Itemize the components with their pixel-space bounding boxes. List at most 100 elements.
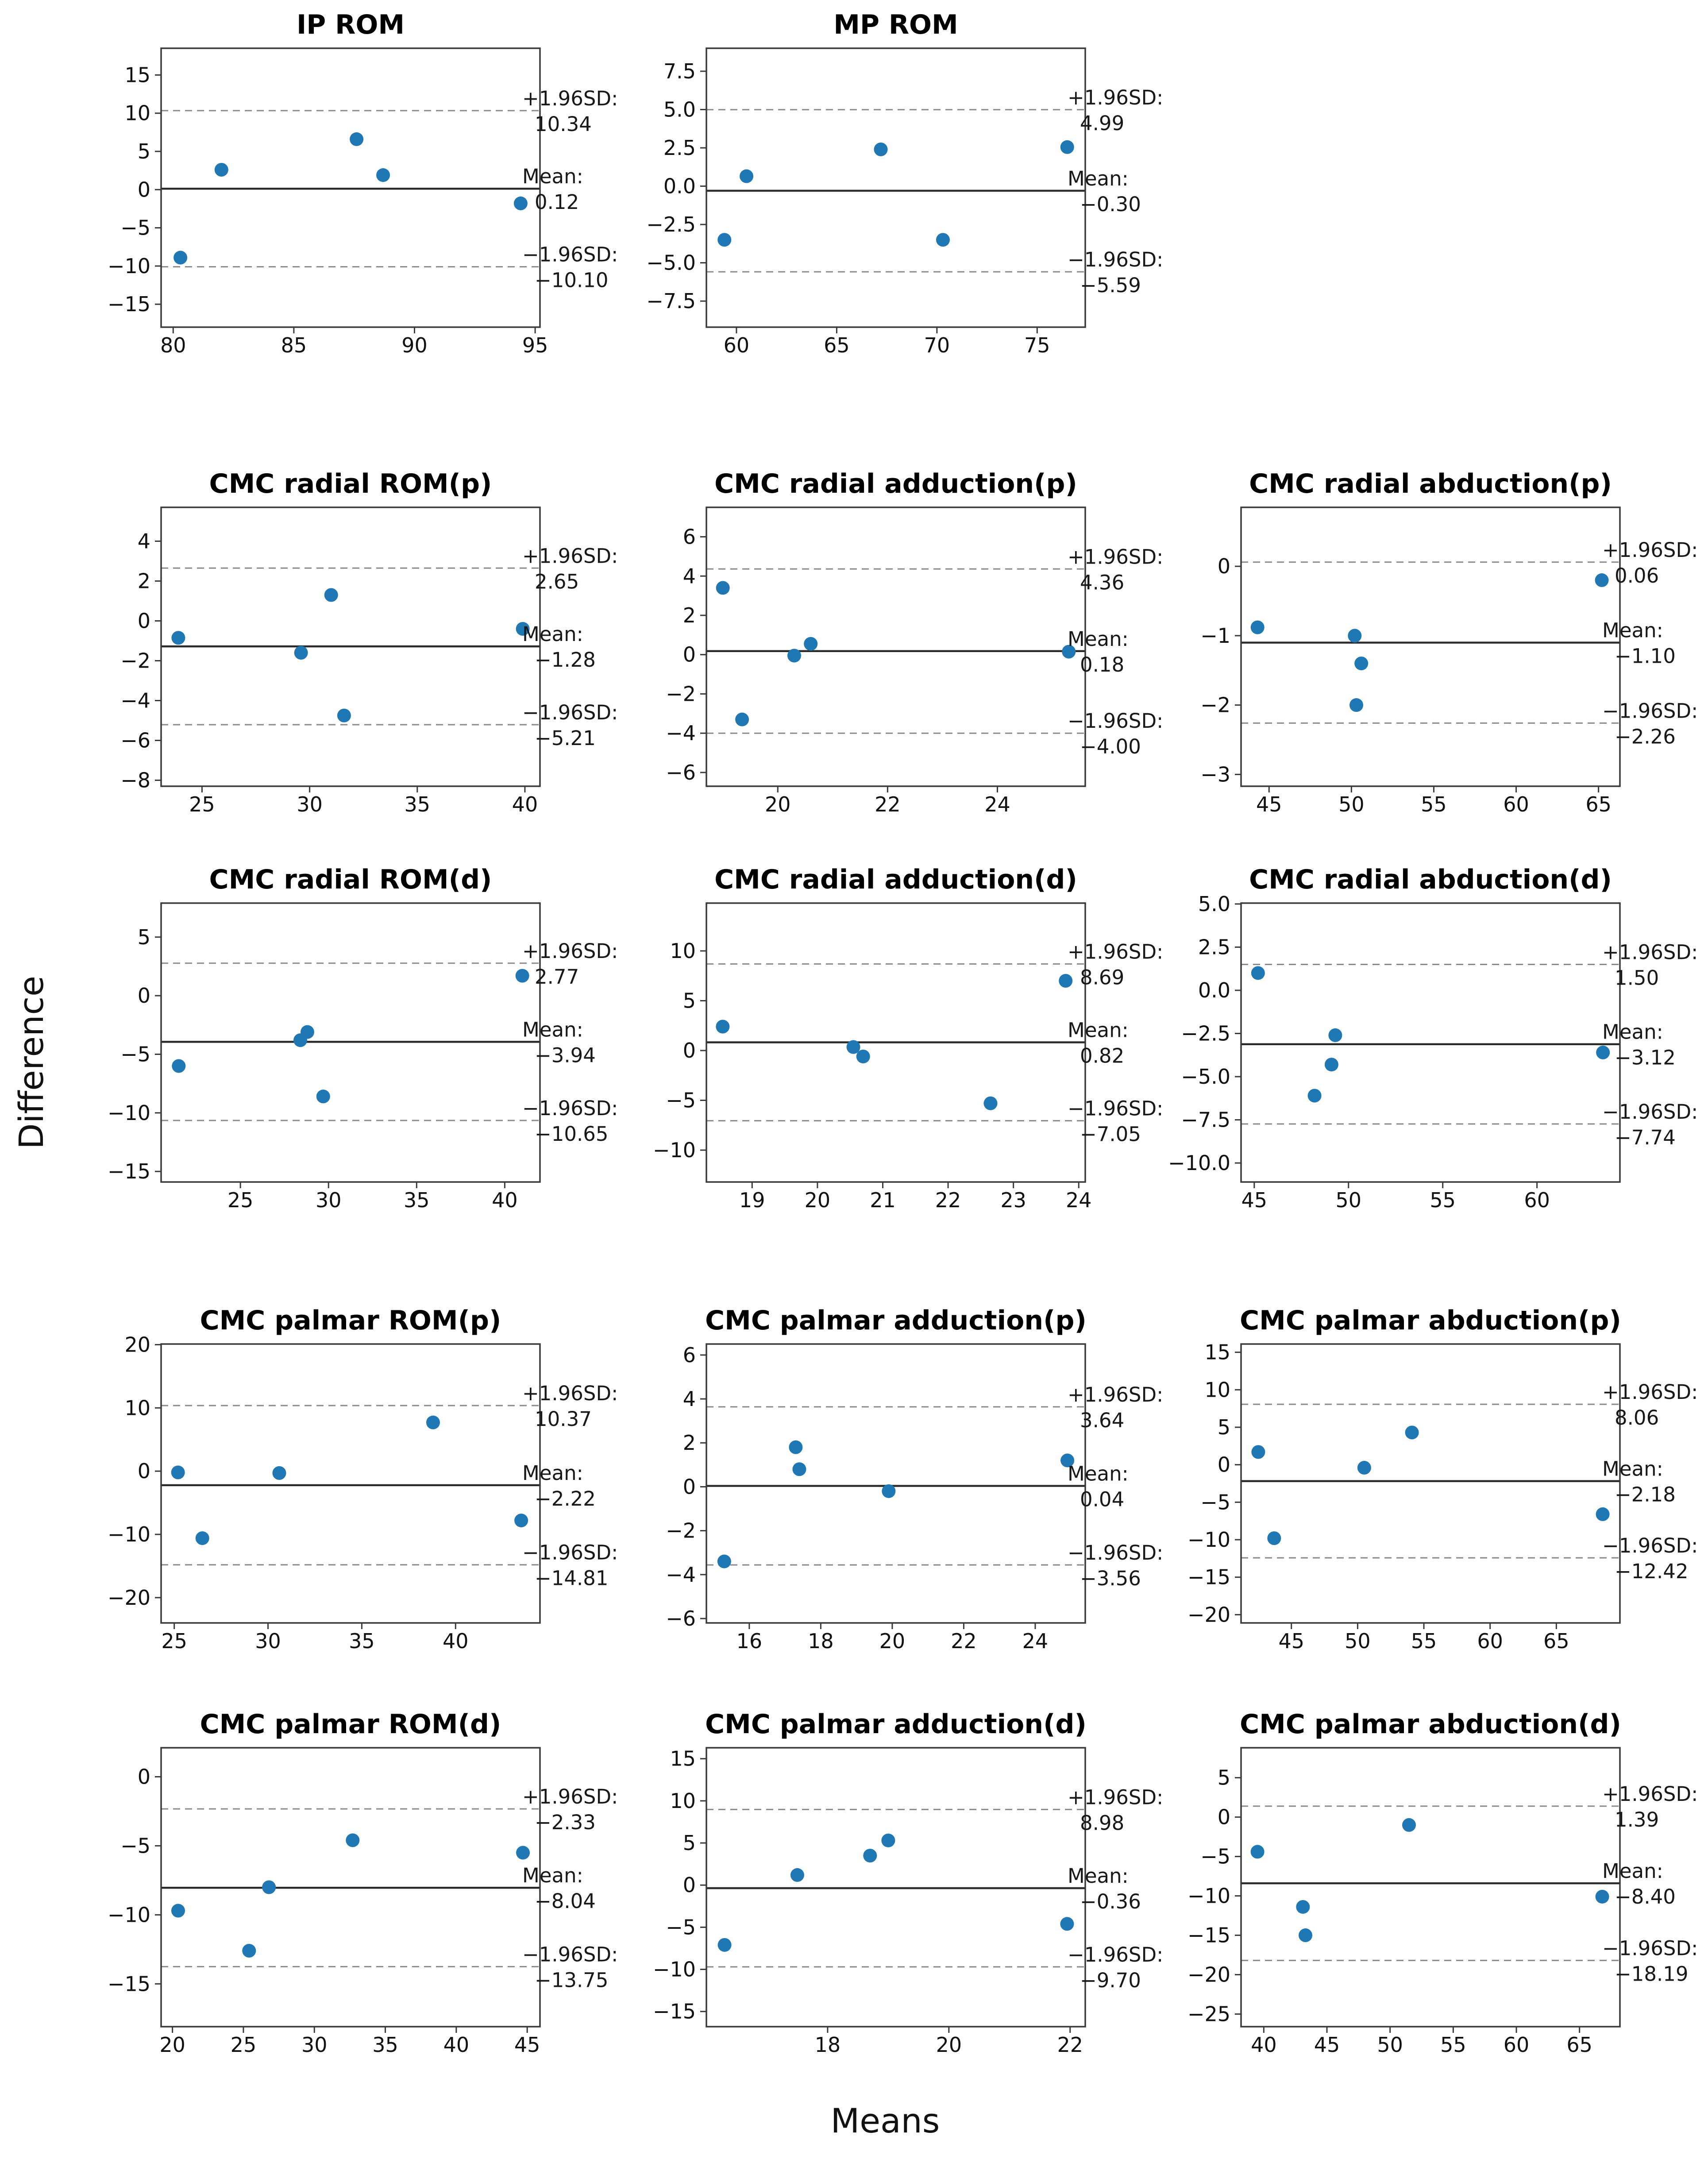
lower-sd-annotation-label: −1.96SD:: [1602, 1534, 1698, 1557]
x-axis-label: Means: [788, 2101, 983, 2140]
x-tick-label: 22: [875, 792, 901, 816]
lower-sd-annotation-label: −1.96SD:: [1602, 1936, 1698, 1960]
data-point: [516, 622, 530, 636]
lower-sd-annotation-label: −1.96SD:: [1068, 248, 1163, 271]
mean-annotation-value: −1.10: [1615, 645, 1676, 668]
y-tick-label: 5: [138, 925, 150, 949]
y-tick-label: −8: [120, 769, 150, 792]
y-tick-label: −20: [1188, 1963, 1230, 1987]
axes-box: [706, 47, 1086, 328]
lower-sd-annotation-label: −1.96SD:: [1602, 699, 1698, 722]
data-point: [272, 1466, 286, 1480]
lower-sd-annotation-value: −2.26: [1615, 725, 1676, 748]
subplot-title: CMC palmar adduction(d): [705, 1709, 1087, 1740]
y-tick-label: 5: [138, 139, 150, 163]
data-point: [1060, 1453, 1075, 1468]
upper-sd-annotation-label: +1.96SD:: [522, 544, 618, 568]
data-point: [846, 1040, 860, 1054]
upper-sd-annotation-label: +1.96SD:: [1068, 86, 1163, 109]
x-tick-label: 45: [1256, 792, 1282, 816]
data-point: [983, 1096, 998, 1110]
upper-sd-annotation-label: +1.96SD:: [1068, 940, 1163, 963]
subplot-title: CMC radial abduction(p): [1249, 468, 1612, 499]
x-axis-label-text: Means: [830, 2101, 940, 2140]
y-tick-label: −5: [1200, 1845, 1230, 1869]
x-tick-label: 30: [301, 2033, 328, 2057]
mean-annotation-value: −1.28: [535, 648, 596, 672]
upper-sd-annotation-value: 8.98: [1080, 1811, 1124, 1835]
data-point: [316, 1089, 330, 1104]
subplot-title: CMC radial adduction(p): [714, 468, 1077, 499]
axes-box: [706, 1343, 1086, 1624]
y-tick-label: 5.0: [1198, 892, 1230, 916]
upper-sd-annotation-value: 4.36: [1080, 571, 1124, 594]
x-tick-label: 50: [1377, 2033, 1403, 2057]
data-point: [716, 1020, 730, 1034]
mean-annotation-value: −8.04: [535, 1889, 596, 1913]
x-tick-label: 18: [815, 2033, 841, 2057]
subplot: CMC radial ROM(d) 25 30 35 40 5 0 −5 −10 −15 +1.96…: [108, 864, 618, 1212]
y-tick-label: −15: [653, 2000, 696, 2024]
y-tick-label: 5: [1218, 1766, 1230, 1790]
data-point: [1059, 974, 1073, 988]
y-tick-label: −5.0: [646, 251, 696, 275]
mean-annotation-label: Mean:: [1068, 167, 1129, 190]
x-tick-label: 55: [1440, 2033, 1466, 2057]
mean-annotation-value: −3.12: [1615, 1046, 1676, 1070]
upper-sd-annotation-label: +1.96SD:: [1602, 940, 1698, 964]
subplot-title: CMC palmar ROM(d): [200, 1709, 501, 1740]
axes-box: [160, 902, 541, 1183]
x-tick-label: 40: [492, 1188, 518, 1212]
y-tick-label: 2: [683, 1431, 696, 1455]
y-tick-label: −1: [1200, 624, 1230, 648]
x-tick-label: 25: [161, 1629, 187, 1653]
x-tick-label: 60: [1477, 1629, 1503, 1653]
upper-sd-annotation-value: 3.64: [1080, 1409, 1124, 1432]
data-point: [1348, 629, 1362, 643]
y-tick-label: 10: [124, 101, 150, 125]
data-point: [1060, 1917, 1074, 1931]
y-tick-label: −10: [108, 254, 150, 278]
data-point: [1354, 657, 1369, 671]
data-point: [1250, 620, 1265, 634]
data-point: [856, 1050, 870, 1063]
x-tick-label: 20: [159, 2033, 185, 2057]
data-point: [350, 132, 364, 146]
x-tick-label: 70: [924, 333, 950, 357]
lower-sd-annotation-value: −12.42: [1615, 1560, 1689, 1583]
upper-sd-annotation-value: 1.50: [1615, 966, 1659, 989]
y-tick-label: 0.0: [1198, 978, 1230, 1002]
mean-annotation-label: Mean:: [1068, 1864, 1129, 1888]
mean-annotation-label: Mean:: [522, 622, 583, 646]
upper-sd-annotation-label: +1.96SD:: [1068, 1383, 1163, 1406]
subplot: CMC palmar adduction(p)16 18 20 22 246420−2−…: [666, 1305, 1163, 1653]
mean-annotation-label: Mean:: [522, 1461, 583, 1485]
y-tick-label: −2: [120, 649, 150, 673]
y-tick-label: 0: [683, 1873, 696, 1897]
x-tick-label: 24: [1022, 1629, 1049, 1653]
x-tick-label: 80: [160, 333, 186, 357]
lower-sd-annotation-value: −9.70: [1080, 1969, 1141, 1992]
data-point: [717, 233, 732, 247]
data-point: [346, 1833, 360, 1847]
data-point: [171, 631, 185, 645]
x-tick-label: 85: [281, 333, 307, 357]
x-tick-label: 24: [984, 792, 1010, 816]
mean-annotation-label: Mean:: [522, 1864, 583, 1887]
upper-sd-annotation-label: +1.96SD:: [1602, 1782, 1698, 1806]
x-tick-label: 25: [227, 1188, 254, 1212]
lower-sd-annotation-label: −1.96SD:: [522, 1943, 618, 1966]
x-tick-label: 40: [443, 2033, 470, 2057]
x-tick-label: 45: [1241, 1188, 1268, 1212]
data-point: [874, 142, 888, 156]
upper-sd-annotation-label: +1.96SD:: [1068, 545, 1163, 568]
y-tick-label: 0: [138, 178, 150, 201]
lower-sd-annotation-value: −14.81: [535, 1567, 609, 1590]
x-tick-label: 40: [443, 1629, 469, 1653]
y-tick-label: 15: [670, 1747, 696, 1771]
x-tick-label: 90: [401, 333, 428, 357]
y-tick-label: 4: [683, 564, 696, 588]
data-point: [171, 1904, 185, 1918]
subplot: CMC palmar abduction(p)45 50 55 60 65151050−…: [1188, 1305, 1698, 1653]
lower-sd-annotation-value: −5.59: [1080, 274, 1141, 297]
